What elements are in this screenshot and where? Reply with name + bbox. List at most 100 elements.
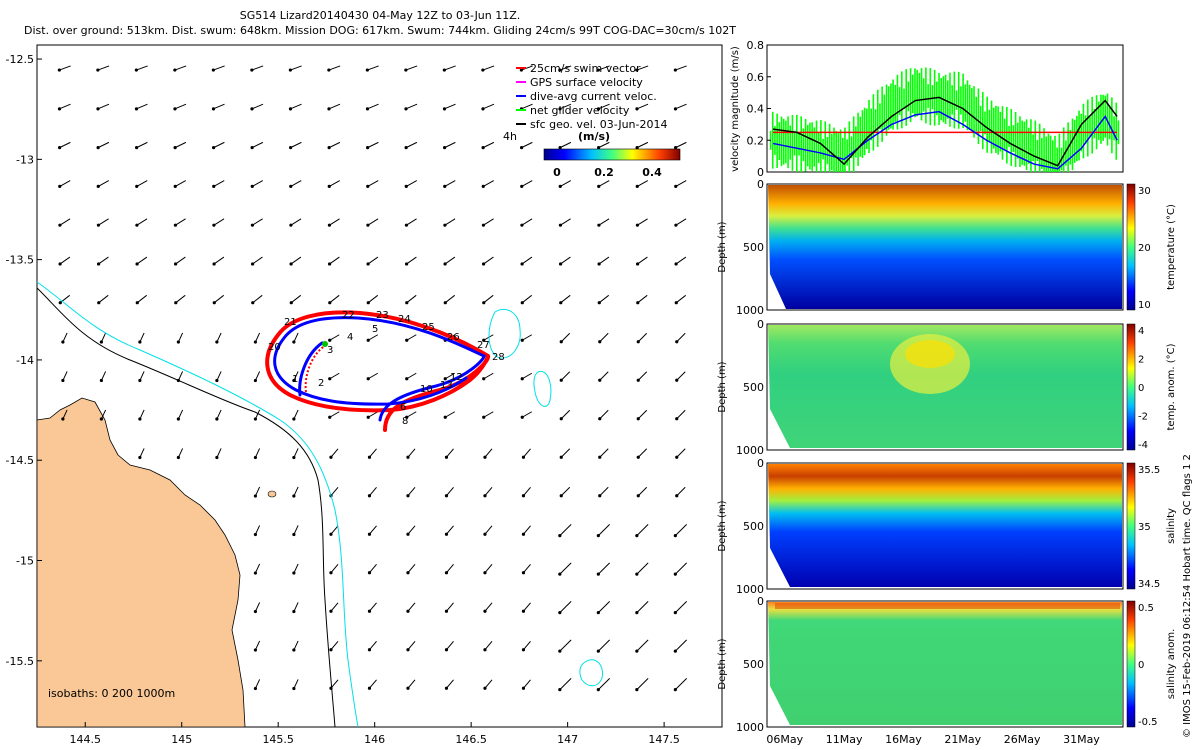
current-vector [404, 180, 417, 189]
speed-colorbar [543, 148, 681, 161]
glider-start-marker [322, 341, 328, 347]
legend-label: net glider velocity [530, 104, 630, 117]
current-vector [138, 371, 145, 383]
date-tick-label: 21May [944, 733, 981, 746]
current-vector [96, 141, 110, 150]
current-vector [482, 294, 494, 305]
velocity-ylabel: velocity magnitude (m/s) [730, 46, 741, 172]
current-vector [173, 218, 186, 227]
current-vector [406, 679, 416, 690]
current-vector [483, 640, 493, 652]
depth-tick-label: 0 [757, 457, 764, 470]
depth-tick-label: 500 [743, 658, 764, 671]
current-vector [366, 180, 379, 189]
current-vector [292, 525, 299, 537]
current-vector [520, 411, 533, 419]
current-vector [405, 294, 417, 305]
current-vector [366, 334, 379, 342]
current-vector [636, 409, 648, 421]
current-vector [520, 141, 533, 150]
current-vector [289, 141, 302, 150]
depth-label: Depth (m) [717, 221, 728, 272]
current-vector [329, 563, 339, 575]
current-vector [58, 218, 71, 227]
colorbar-title: (m/s) [578, 130, 610, 143]
current-vector [444, 640, 454, 652]
current-vector [483, 486, 493, 498]
dive-label: 1 [292, 374, 298, 385]
current-vector [135, 218, 148, 227]
current-vector [598, 332, 609, 344]
map-ytick-label: -12.5 [6, 53, 34, 66]
current-vector [61, 371, 68, 383]
current-vector [673, 65, 687, 72]
velocity-series-sfc-geo-vel- [772, 96, 1118, 167]
current-vector [211, 65, 225, 72]
colorbar-tick-label: 0 [1138, 383, 1144, 394]
dive-label: 3 [327, 345, 333, 356]
current-vector [521, 679, 531, 690]
current-vector [444, 602, 454, 613]
current-vector [327, 180, 340, 189]
current-vector [253, 409, 261, 421]
current-vector [174, 294, 186, 305]
dive-label: 4 [347, 332, 353, 343]
current-vector [521, 525, 531, 536]
current-vector [329, 602, 339, 613]
map-y-axis: -12.5 -13 -13.5 -14 -14.5 -15 -15.5 [6, 53, 42, 668]
colorbar-tick-label: 10 [1138, 300, 1151, 311]
current-vector [366, 294, 379, 305]
current-vector [559, 486, 571, 498]
current-vector [481, 256, 494, 266]
current-vector [520, 218, 533, 227]
current-vector [674, 256, 687, 266]
colorbar-tick-label: 0 [1138, 660, 1144, 671]
current-vector [96, 256, 109, 266]
section-ylabel: salinity [1166, 508, 1177, 544]
current-vector [521, 448, 531, 459]
current-vector [250, 256, 263, 266]
current-vector [673, 103, 687, 111]
current-vector [292, 486, 299, 498]
dive-label: 22 [342, 310, 355, 321]
map-xtick-label: 146 [364, 733, 385, 746]
current-vector [675, 371, 686, 382]
current-vector [329, 525, 339, 536]
current-vector [559, 332, 571, 344]
legend-label: dive-avg current veloc. [530, 90, 657, 103]
map-xtick-label: 144.5 [69, 733, 101, 746]
current-vector [367, 602, 377, 613]
current-vector [250, 180, 263, 189]
current-vector [596, 562, 611, 576]
current-vector [253, 486, 261, 498]
current-vector [481, 141, 495, 150]
current-vector [404, 65, 418, 72]
dive-label: 26 [447, 332, 460, 343]
current-vector [329, 640, 339, 652]
current-vector [96, 103, 110, 111]
current-vector [404, 103, 418, 111]
current-vector [288, 103, 302, 111]
depth-tick-label: 1000 [736, 721, 764, 734]
current-vector [327, 103, 341, 111]
section-ylabel: salinity anom. [1166, 629, 1177, 700]
current-vector [289, 180, 302, 189]
section-field [768, 602, 1122, 725]
current-vector [443, 256, 456, 266]
current-vector [635, 180, 648, 189]
current-vector [212, 180, 225, 189]
current-vector [598, 448, 609, 459]
current-vector [212, 218, 225, 227]
colorbar-tick-label: 2 [1138, 355, 1144, 366]
current-vector [404, 256, 417, 266]
dive-label: 27 [477, 340, 490, 351]
section-panel-2: Depth (m) 0 500 1000 4 2 0 -2 -4 temp. anom. (°C) [717, 318, 1177, 457]
current-vector [481, 65, 495, 72]
dive-label: 24 [398, 314, 411, 325]
depth-tick-label: 0 [757, 318, 764, 331]
current-vector [596, 600, 611, 615]
current-vector [405, 334, 417, 342]
current-vector [406, 486, 416, 498]
land-area [36, 397, 246, 728]
colorbar-tick-label: -4 [1138, 440, 1148, 451]
